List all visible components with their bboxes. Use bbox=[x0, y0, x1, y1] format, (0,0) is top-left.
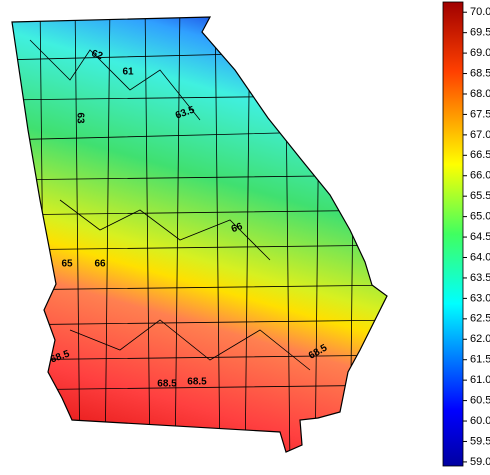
tick-label: 65.0 bbox=[470, 211, 490, 223]
tick-label: 60.0 bbox=[470, 415, 490, 427]
tick-label: 68.5 bbox=[470, 67, 490, 79]
tick-label: 66.5 bbox=[470, 149, 490, 161]
contour-label: 61 bbox=[122, 67, 134, 78]
tick-label: 62.5 bbox=[470, 313, 490, 325]
tick-label: 65.5 bbox=[470, 190, 490, 202]
colorbar-ticks: 59.0 59.5 60.0 60.5 61.0 61.5 62.0 62.5 63.0 63.5… bbox=[463, 6, 490, 468]
tick-label: 67.5 bbox=[470, 108, 490, 120]
tick-label: 69.5 bbox=[470, 27, 490, 39]
tick-label: 68.0 bbox=[470, 88, 490, 100]
contour-label: 63 bbox=[74, 112, 85, 124]
tick-label: 61.0 bbox=[470, 374, 490, 386]
tick-label: 59.0 bbox=[470, 456, 490, 468]
contour-label: 66 bbox=[94, 259, 106, 270]
contour-label: 68.5 bbox=[157, 379, 177, 390]
tick-label: 63.5 bbox=[470, 272, 490, 284]
tick-label: 62.0 bbox=[470, 333, 490, 345]
tick-label: 67.0 bbox=[470, 129, 490, 141]
tick-label: 63.0 bbox=[470, 292, 490, 304]
tick-label: 70.0 bbox=[470, 6, 490, 18]
contour-label: 66 bbox=[230, 221, 245, 235]
contour-label: 68.5 bbox=[187, 377, 207, 388]
tick-label: 64.5 bbox=[470, 231, 490, 243]
tick-label: 66.0 bbox=[470, 170, 490, 182]
tick-label: 69.0 bbox=[470, 47, 490, 59]
tick-label: 59.5 bbox=[470, 435, 490, 447]
tick-label: 61.5 bbox=[470, 354, 490, 366]
tick-label: 64.0 bbox=[470, 251, 490, 263]
colorbar bbox=[442, 1, 464, 467]
contour-label: 62 bbox=[90, 48, 105, 62]
state-map bbox=[11, 16, 388, 453]
contour-label: 65 bbox=[61, 259, 73, 270]
tick-label: 60.5 bbox=[470, 394, 490, 406]
